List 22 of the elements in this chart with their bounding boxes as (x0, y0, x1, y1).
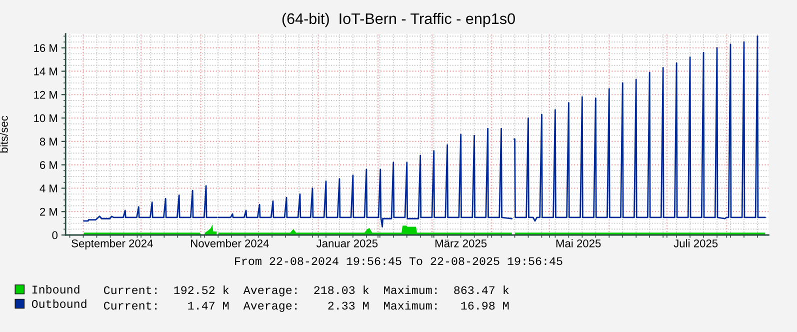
y-tick-label: 0 (52, 231, 58, 240)
text: Current: 192.52 k Average: 218.03 k Maximum: 863.47 k (104, 286, 509, 296)
y-tick-label: 12 M (34, 90, 58, 99)
x-tick-label: März 2025 (435, 239, 487, 248)
x-tick-label: Juli 2025 (674, 239, 718, 248)
chart-title: (64-bit) IoT-Bern - Traffic - enp1s0 (282, 12, 515, 28)
x-tick-label: Januar 2025 (316, 239, 378, 248)
text: Current: 1.47 M Average: 2.33 M Maximum: 16.98 M (104, 301, 509, 312)
x-tick-label: September 2024 (72, 239, 153, 250)
legend-label: Outbound (32, 299, 86, 308)
x-tick-label: November 2024 (191, 239, 269, 248)
y-tick-label: 6 M (40, 161, 58, 169)
y-tick-label: 16 M (34, 44, 58, 52)
y-tick-label: 10 M (34, 114, 58, 122)
y-axis-title: bits/sec (0, 116, 8, 153)
text: From 22-08-2024 19:56:45 To 22-08-2025 19:56:45 (235, 257, 562, 266)
y-tick-label: 2 M (40, 208, 58, 216)
legend-label: Inbound (32, 285, 80, 294)
y-tick-label: 14 M (34, 68, 58, 76)
y-tick-label: 8 M (40, 138, 58, 146)
y-tick-label: 4 M (40, 184, 58, 192)
x-tick-label: Mai 2025 (556, 239, 601, 248)
